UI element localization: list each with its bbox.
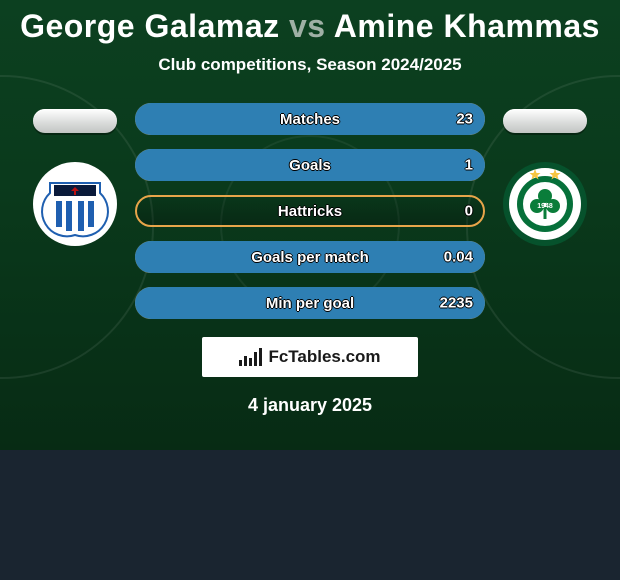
subtitle: Club competitions, Season 2024/2025 [0,55,620,75]
brand-text: FcTables.com [268,347,380,367]
stat-label: Goals [289,157,331,174]
svg-text:1948: 1948 [537,203,553,210]
stat-label: Min per goal [266,295,354,312]
right-team-crest: 1948 [502,161,588,247]
content-row: Matches 23 Goals 1 Hattricks 0 Goals per match… [0,103,620,319]
brand-box[interactable]: FcTables.com [202,337,418,377]
stat-right-value: 2235 [440,295,473,312]
brand-chart-icon [239,348,262,366]
left-team-crest [32,161,118,247]
stat-label: Hattricks [278,203,342,220]
left-name-pill [33,109,117,133]
player1-name: George Galamaz [20,8,280,44]
page-title: George Galamaz vs Amine Khammas [0,0,620,45]
stat-bar: Matches 23 [135,103,485,135]
right-name-pill [503,109,587,133]
stat-bar: Goals per match 0.04 [135,241,485,273]
date-label: 4 january 2025 [0,395,620,416]
vs-label: vs [289,8,326,44]
player2-name: Amine Khammas [334,8,600,44]
left-side [15,103,135,247]
comparison-card: George Galamaz vs Amine Khammas Club com… [0,0,620,450]
stat-bar: Min per goal 2235 [135,287,485,319]
stat-right-value: 0.04 [444,249,473,266]
right-side: 1948 [485,103,605,247]
stat-label: Goals per match [251,249,369,266]
stat-label: Matches [280,111,340,128]
stat-bar: Goals 1 [135,149,485,181]
anorthosis-crest-icon [32,161,118,247]
stat-bars: Matches 23 Goals 1 Hattricks 0 Goals per match… [135,103,485,319]
stat-bar: Hattricks 0 [135,195,485,227]
stat-right-value: 23 [456,111,473,128]
stat-right-value: 0 [465,203,473,220]
stat-right-value: 1 [465,157,473,174]
omonia-crest-icon: 1948 [502,161,588,247]
